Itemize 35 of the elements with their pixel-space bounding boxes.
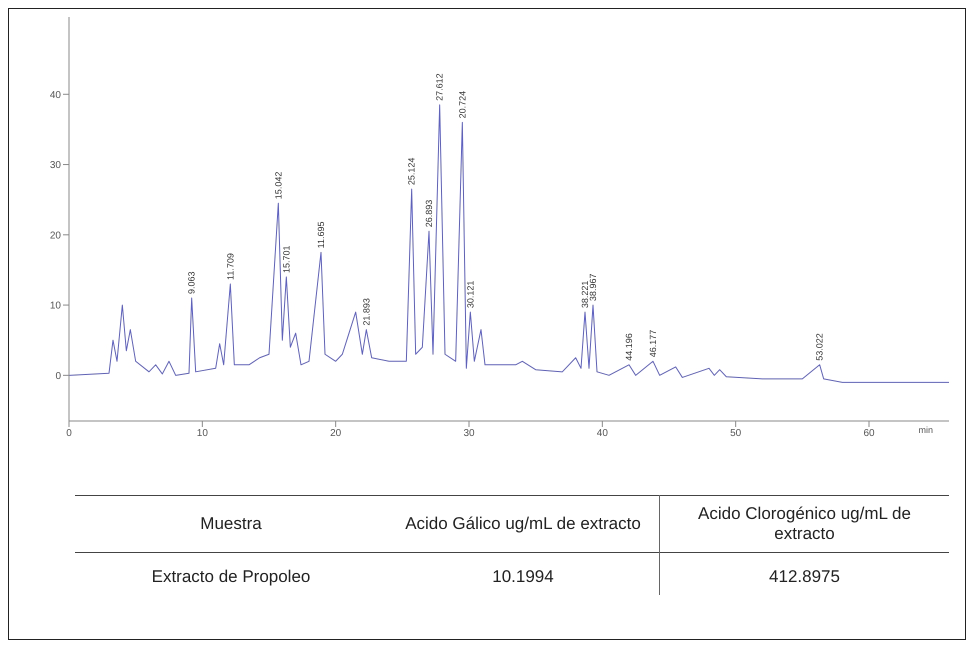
- text: Muestra: [199, 513, 263, 535]
- x-tick-label: 10: [196, 428, 208, 440]
- annotation: 11.695: [316, 222, 326, 248]
- y-tick-label: 30: [50, 160, 62, 172]
- x-tick-label: 20: [330, 428, 342, 440]
- text: 412.8975: [660, 552, 949, 595]
- x-tick-label: 60: [863, 428, 875, 440]
- annotation: 30.121: [465, 280, 476, 308]
- text: Extracto de Propoleo: [150, 566, 312, 588]
- x-tick-label: 40: [596, 428, 608, 440]
- y-tick-label: 0: [55, 370, 62, 382]
- annotation: 25.124: [406, 158, 417, 186]
- text: 10.1994: [491, 566, 555, 588]
- annotation: 11.709: [225, 253, 236, 280]
- y-tick-label: 40: [50, 90, 62, 101]
- x-tick-label: 50: [730, 428, 742, 440]
- text: Acido Gálico ug/mL de extracto: [404, 513, 642, 535]
- x-tick-label: 30: [463, 428, 475, 440]
- annotation: 46.177: [648, 330, 658, 358]
- annotation: 21.893: [361, 298, 372, 326]
- annotation: 44.196: [624, 333, 634, 361]
- x-axis-title: min: [918, 425, 933, 435]
- annotation: 15.042: [273, 172, 284, 200]
- text: Acido Clorogénico ug/mL de extracto: [660, 496, 949, 552]
- x-tick-label: 0: [66, 428, 72, 440]
- annotation: 15.701: [281, 245, 292, 273]
- annotation: 27.612: [434, 73, 445, 101]
- annotation: 38.967: [588, 274, 598, 302]
- annotation: 53.022: [814, 333, 825, 361]
- y-tick-label: 20: [50, 230, 62, 242]
- y-tick-label: 10: [50, 300, 62, 312]
- annotation: 38.221: [580, 280, 590, 308]
- annotation: 26.893: [424, 200, 434, 228]
- annotation: 9.063: [186, 272, 197, 294]
- annotation: 20.724: [457, 90, 468, 118]
